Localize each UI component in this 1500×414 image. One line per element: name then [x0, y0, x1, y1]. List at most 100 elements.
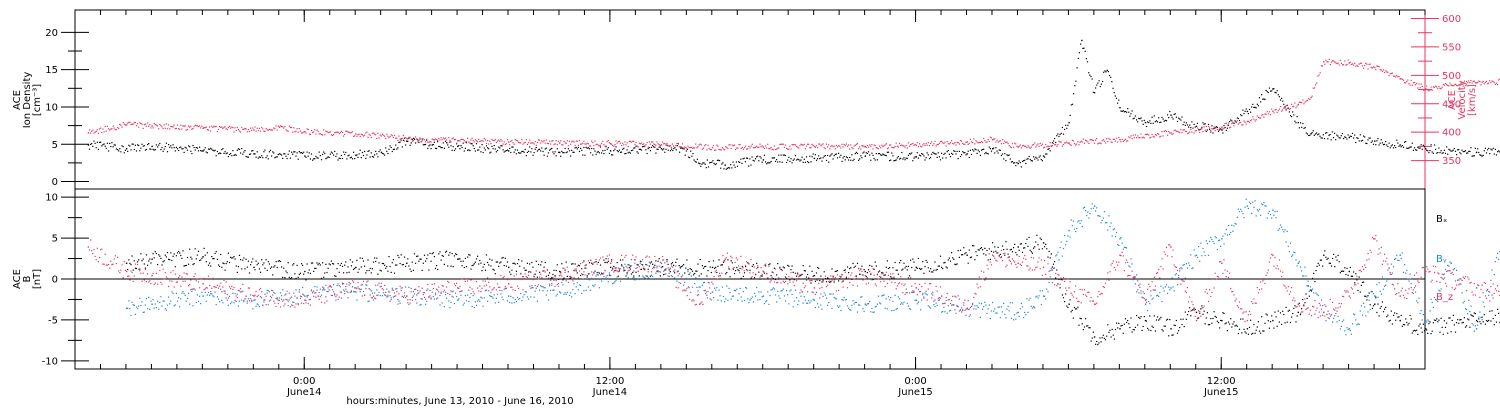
field-point [792, 266, 793, 267]
density-point [1135, 115, 1136, 116]
density-point [366, 154, 367, 155]
field-point [1477, 321, 1478, 322]
velocity-point [219, 126, 220, 127]
field-point [821, 281, 822, 282]
density-point [818, 155, 819, 156]
density-point [486, 145, 487, 146]
field-point [143, 312, 144, 313]
velocity-point [691, 147, 692, 148]
velocity-point [335, 132, 336, 133]
field-point [1206, 317, 1207, 318]
velocity-point [1206, 126, 1207, 127]
velocity-point [410, 137, 411, 138]
velocity-point [1149, 137, 1150, 138]
velocity-point [696, 147, 697, 148]
density-point [1377, 138, 1378, 139]
density-point [948, 150, 949, 151]
density-point [1497, 151, 1498, 152]
density-point [1392, 144, 1393, 145]
field-point [1483, 321, 1484, 322]
density-point [283, 153, 284, 154]
velocity-point [242, 129, 243, 130]
density-point [943, 154, 944, 155]
density-point [939, 156, 940, 157]
velocity-point [886, 143, 887, 144]
velocity-point [334, 132, 335, 133]
density-point [1209, 129, 1210, 130]
density-point [1455, 151, 1456, 152]
density-point [96, 147, 97, 148]
velocity-point [328, 132, 329, 133]
density-point [413, 138, 414, 139]
velocity-point [516, 140, 517, 141]
field-point [726, 272, 727, 273]
density-point [210, 148, 211, 149]
field-point [784, 267, 785, 268]
field-point [907, 269, 908, 270]
velocity-point [324, 134, 325, 135]
velocity-point [305, 132, 306, 133]
field-point [382, 263, 383, 264]
field-point [981, 247, 982, 248]
velocity-point [632, 141, 633, 142]
field-point [1120, 325, 1121, 326]
velocity-point [1095, 140, 1096, 141]
density-point [645, 149, 646, 150]
velocity-point [89, 129, 90, 130]
velocity-point [799, 145, 800, 146]
density-point [349, 155, 350, 156]
field-point [1282, 311, 1283, 312]
field-axis-tick-label: 5 [52, 234, 58, 245]
velocity-point [220, 127, 221, 128]
velocity-point [509, 144, 510, 145]
density-point [1080, 44, 1081, 45]
field-point [710, 267, 711, 268]
field-point [325, 264, 326, 265]
velocity-point [1346, 64, 1347, 65]
field-point [1351, 276, 1352, 277]
field-point [642, 264, 643, 265]
density-point [445, 141, 446, 142]
velocity-point [1222, 128, 1223, 129]
velocity-point [153, 127, 154, 128]
density-point [415, 142, 416, 143]
field-point [159, 256, 160, 257]
field-point [371, 272, 372, 273]
velocity-point [1103, 139, 1104, 140]
field-point [1214, 311, 1215, 312]
velocity-point [1003, 143, 1004, 144]
velocity-point [398, 136, 399, 137]
velocity-point [724, 149, 725, 150]
velocity-point [268, 130, 269, 131]
density-point [188, 145, 189, 146]
field-point [149, 259, 150, 260]
density-point [686, 150, 687, 151]
density-point [499, 147, 500, 148]
field-point [1137, 324, 1138, 325]
density-point [1271, 90, 1272, 91]
field-point [294, 273, 295, 274]
density-point [272, 151, 273, 152]
field-point [576, 270, 577, 271]
field-point [802, 274, 803, 275]
density-point [476, 143, 477, 144]
velocity-point [116, 129, 117, 130]
density-point [896, 159, 897, 160]
field-point [1403, 324, 1404, 325]
field-point [1441, 318, 1442, 319]
field-point [217, 259, 218, 260]
velocity-point [757, 147, 758, 148]
velocity-point [529, 140, 530, 141]
velocity-point [228, 127, 229, 128]
density-point [411, 142, 412, 143]
field-point [127, 269, 128, 270]
density-point [779, 161, 780, 162]
field-point [198, 251, 199, 252]
density-point [1171, 117, 1172, 118]
density-point [1287, 105, 1288, 106]
density-point [1085, 51, 1086, 52]
field-point [302, 265, 303, 266]
velocity-point [826, 144, 827, 145]
density-point [1225, 127, 1226, 128]
field-point [844, 270, 845, 271]
